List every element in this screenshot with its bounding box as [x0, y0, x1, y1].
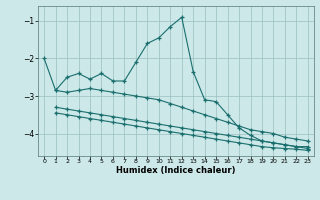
X-axis label: Humidex (Indice chaleur): Humidex (Indice chaleur)	[116, 166, 236, 175]
